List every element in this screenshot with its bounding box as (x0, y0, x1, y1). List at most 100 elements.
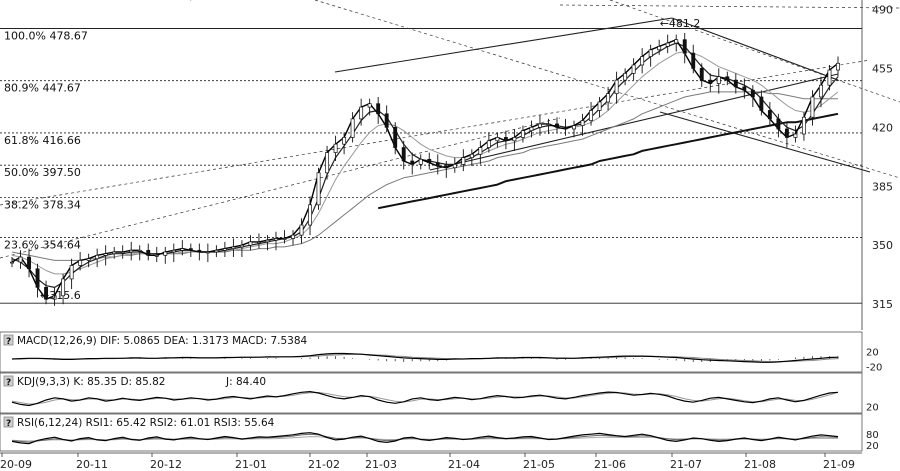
price-panel: 100.0% 478.67 80.9% 447.67 61.8% 416.66 50.… (0, 0, 900, 330)
help-icon (3, 334, 14, 346)
high-price-marker: ←481.2 (660, 17, 701, 30)
candle-body (154, 254, 159, 257)
fib-label-50.0%: 50.0% 397.50 (4, 166, 81, 179)
candle-body (367, 103, 372, 108)
help-icon (3, 375, 14, 387)
indicator-tick: 20 (866, 348, 879, 359)
candle-body (631, 64, 636, 74)
kdj-k-line (11, 390, 839, 407)
candle-body (529, 126, 534, 132)
fib-label-100.0%: 100.0% 478.67 (4, 29, 88, 42)
date-tick-21-04: 21-04 (448, 458, 480, 471)
candle-body (742, 86, 747, 91)
candle-body (725, 76, 730, 81)
fibonacci-labels: 100.0% 478.67 80.9% 447.67 61.8% 416.66 50.… (4, 29, 88, 251)
candle-body (214, 249, 219, 253)
indicator-label-extra: J: 84.40 (225, 376, 266, 388)
candle-body (222, 248, 227, 251)
candle-body (657, 46, 662, 51)
candle-body (291, 234, 295, 239)
candle-body (495, 137, 500, 142)
candle-body (716, 76, 721, 84)
candle-body (18, 256, 23, 263)
candle-body (444, 165, 449, 169)
candle-body (316, 172, 321, 206)
candle-body (282, 238, 287, 240)
candle-body (589, 110, 594, 121)
trend-line-upper-dotted (609, 0, 900, 103)
candle-body (86, 258, 91, 261)
candle-body (708, 79, 713, 84)
candle-body (10, 261, 14, 264)
candle-body (171, 249, 176, 253)
candle-body (427, 158, 432, 164)
candle-body (61, 278, 66, 297)
low-price-marker: ←315.6 (40, 289, 81, 302)
candle-body (146, 249, 151, 256)
indicator-tick: 20 (866, 403, 879, 414)
candle-body (665, 42, 670, 47)
candle-body (572, 125, 576, 130)
candle-body (205, 251, 210, 254)
candle-body (95, 254, 100, 260)
help-icon-glyph: ? (6, 337, 11, 347)
indicator-panel-kdj: ? KDJ(9,3,3) K: 85.35 D: 85.82 J: 84.40 20 (0, 372, 879, 414)
indicator-label-kdj: KDJ(9,3,3) K: 85.35 D: 85.82 (17, 376, 166, 388)
candle-body (359, 106, 364, 120)
candle-body (623, 73, 628, 81)
ma-mid-line (11, 51, 839, 275)
candle-body (759, 96, 764, 111)
candle-body (35, 268, 40, 288)
candle-body (137, 249, 142, 252)
trend-line-dotted-cross (559, 4, 900, 9)
fib-label-23.6%: 23.6% 354.64 (4, 238, 81, 251)
candle-body (52, 295, 57, 300)
candle-body (350, 118, 355, 138)
candle-body (78, 260, 83, 266)
candle-body (503, 137, 508, 142)
candle-body (103, 253, 108, 256)
candle-body (274, 238, 278, 241)
date-tick-20-11: 20-11 (76, 458, 108, 471)
candle-body (469, 153, 474, 158)
candles (10, 32, 840, 306)
candle-body (691, 52, 696, 69)
candle-body (836, 62, 840, 71)
date-axis: 20-09 20-11 20-12 21-01 21-02 21-03 21-04 21-05… (0, 452, 862, 471)
price-tick-385: 385 (872, 180, 893, 193)
date-tick-21-03: 21-03 (365, 458, 397, 471)
indicator-frame (0, 413, 863, 452)
candle-body (750, 89, 755, 98)
candle-body (614, 79, 619, 94)
candle-body (452, 164, 457, 169)
macd-dif-line (11, 352, 839, 363)
candle-body (538, 123, 542, 128)
candle-body (231, 246, 236, 249)
indicator-frame (0, 331, 863, 373)
candle-body (44, 287, 49, 300)
ma-long-line (378, 112, 839, 210)
candle-body (563, 126, 568, 130)
date-tick-21-02: 21-02 (308, 458, 340, 471)
candle-body (520, 130, 525, 138)
candle-body (580, 120, 585, 126)
candle-body (393, 126, 398, 148)
candle-body (69, 265, 74, 280)
candle-body (784, 128, 789, 138)
date-tick-21-05: 21-05 (523, 458, 555, 471)
candle-body (239, 244, 244, 248)
candle-body (478, 147, 483, 155)
price-line (11, 39, 839, 300)
date-tick-20-12: 20-12 (150, 458, 182, 471)
candle-body (810, 96, 815, 118)
candle-body (682, 39, 687, 54)
candle-body (606, 93, 611, 103)
candle-body (733, 79, 738, 88)
candle-body (793, 133, 798, 138)
candle-body (418, 158, 423, 165)
candle-body (555, 123, 559, 128)
candle-body (819, 84, 823, 98)
candle-body (401, 147, 406, 162)
price-tick-420: 420 (872, 121, 893, 134)
candle-body (129, 249, 134, 253)
